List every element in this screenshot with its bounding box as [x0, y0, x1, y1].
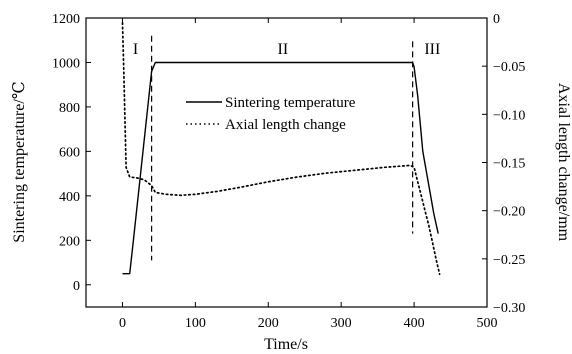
y-axis-right-label: Axial length change/mm: [555, 83, 572, 242]
y-axis-left-label: Sintering temperature/℃: [11, 81, 28, 242]
legend-sintering-temperature-label: Sintering temperature: [225, 95, 356, 111]
region-label: III: [424, 41, 440, 58]
plot-layer: [121, 21, 441, 276]
y-right-tick-label: −0.20: [493, 205, 525, 220]
y-right-tick-label: −0.15: [493, 157, 525, 172]
x-tick-label: 500: [477, 316, 498, 331]
axial-length-change-line: [121, 21, 441, 276]
region-label: II: [278, 41, 289, 58]
x-axis-label: Time/s: [264, 336, 308, 353]
legend-axial-length-change-label: Axial length change: [225, 117, 346, 133]
x-tick-label: 400: [404, 316, 425, 331]
y-left-tick-label: 200: [59, 234, 80, 249]
y-right-tick-label: 0: [493, 12, 500, 27]
region-label: I: [133, 41, 138, 58]
y-left-tick-label: 0: [73, 279, 80, 294]
y-right-tick-label: −0.25: [493, 253, 525, 268]
x-tick-label: 0: [119, 316, 126, 331]
y-left-tick-label: 800: [59, 101, 80, 116]
x-tick-label: 200: [258, 316, 279, 331]
sintering-temperature-line: [122, 61, 439, 275]
y-left-tick-label: 1000: [52, 56, 80, 71]
x-tick-label: 300: [331, 316, 352, 331]
y-left-tick-label: 1200: [52, 12, 80, 27]
axes-layer: 0 100 200 300 400 500 0 200 400 600 800 1000 1200 −0.…: [52, 12, 525, 331]
x-tick-label: 100: [185, 316, 206, 331]
y-right-tick-label: −0.30: [493, 301, 525, 316]
y-right-tick-label: −0.05: [493, 60, 525, 75]
y-left-tick-label: 600: [59, 145, 80, 160]
legend: Sintering temperature Axial length chang…: [186, 95, 356, 133]
y-right-tick-label: −0.10: [493, 108, 525, 123]
y-left-tick-label: 400: [59, 190, 80, 205]
region-labels: I II III: [133, 41, 440, 58]
